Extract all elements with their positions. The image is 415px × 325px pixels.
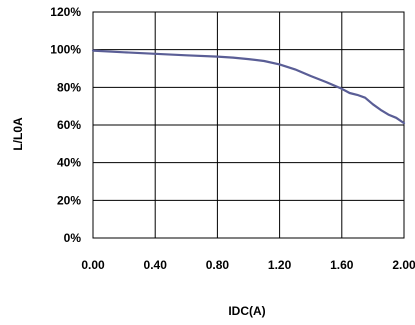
tick-labels: 0.00 0.40 0.80 1.20 1.60 2.00 0% 20% 40% 60% 80% 10… [50,5,415,272]
grid [92,11,405,239]
x-tick-label: 1.60 [330,258,354,272]
x-tick-label: 0.80 [206,258,230,272]
y-tick-label: 120% [50,5,81,19]
y-tick-label: 40% [57,156,81,170]
x-tick-label: 1.20 [268,258,292,272]
y-axis-title: L/L0A [11,117,25,151]
y-tick-label: 20% [57,193,81,207]
y-tick-label: 60% [57,118,81,132]
series-line [91,49,406,125]
x-tick-label: 0.00 [81,258,105,272]
y-tick-label: 80% [57,80,81,94]
series-layer [91,49,406,125]
x-tick-label: 0.40 [144,258,168,272]
x-axis-title: IDC(A) [228,304,265,318]
y-tick-label: 100% [50,43,81,57]
y-tick-label: 0% [64,231,82,245]
x-tick-label: 2.00 [392,258,415,272]
